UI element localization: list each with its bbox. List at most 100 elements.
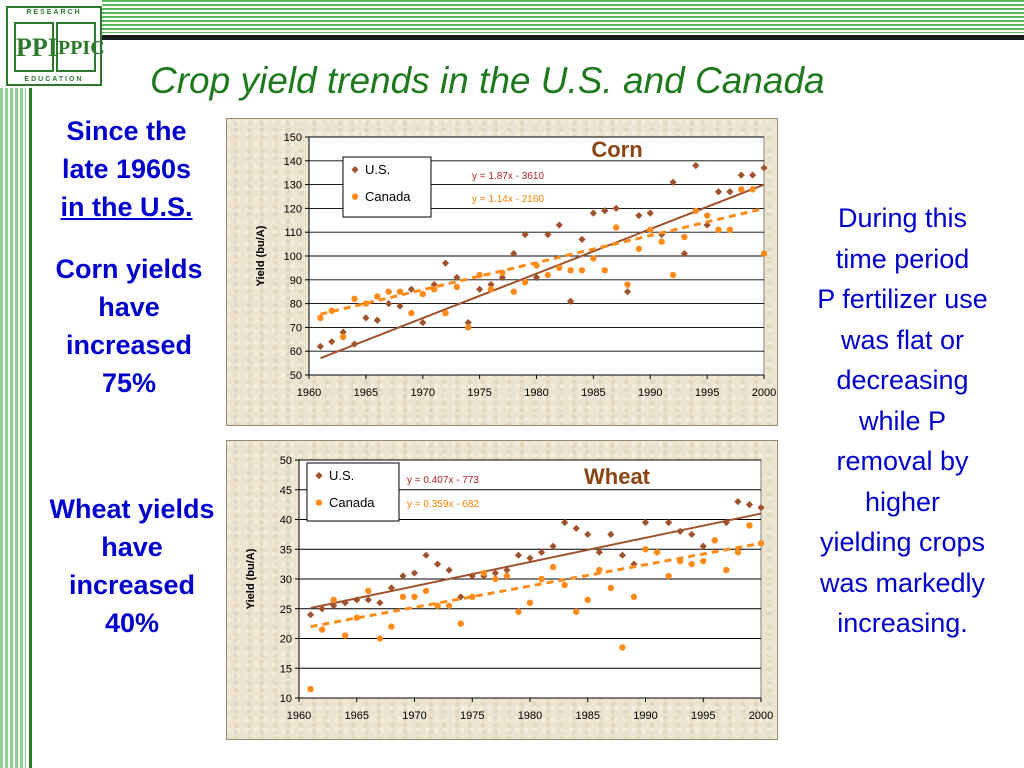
note-phosphorus: During this time period P fertilizer use… — [790, 198, 1015, 644]
data-point-canada — [376, 635, 384, 642]
data-point-canada — [411, 593, 418, 601]
data-point-canada — [647, 226, 654, 234]
x-tick-label: 1965 — [345, 710, 369, 722]
data-point-us — [561, 518, 569, 527]
data-point-us — [350, 340, 359, 348]
data-point-us — [680, 250, 688, 258]
data-point-canada — [351, 295, 358, 303]
data-point-canada — [723, 566, 730, 574]
data-point-us — [688, 530, 696, 538]
note-p-line: higher — [864, 486, 941, 517]
y-tick-label: 90 — [290, 275, 302, 287]
y-tick-label: 60 — [290, 346, 302, 358]
data-point-canada — [521, 278, 529, 286]
data-point-canada — [434, 602, 441, 609]
data-point-canada — [385, 288, 392, 295]
data-point-canada — [681, 233, 688, 241]
data-point-us — [555, 221, 563, 229]
logo: RESEARCH PPI PPIC EDUCATION — [6, 6, 105, 86]
legend-marker-us — [315, 472, 323, 480]
y-tick-label: 35 — [280, 544, 292, 556]
data-point-canada — [738, 186, 745, 193]
data-point-canada — [318, 626, 326, 633]
y-tick-label: 150 — [284, 132, 302, 144]
left-rule — [29, 88, 32, 768]
header-rule — [102, 35, 1024, 40]
data-point-canada — [749, 186, 756, 193]
data-point-canada — [630, 593, 638, 601]
y-tick-label: 20 — [280, 634, 292, 646]
data-point-us — [385, 300, 393, 308]
data-point-us — [316, 342, 324, 351]
data-point-canada — [734, 549, 742, 556]
data-point-canada — [561, 581, 568, 589]
data-point-canada — [726, 226, 734, 234]
data-point-canada — [590, 255, 597, 262]
data-point-canada — [307, 685, 314, 693]
data-point-canada — [503, 572, 511, 580]
note-wheat-line: 40% — [104, 608, 160, 638]
trend-equation: y = 0.407x - 773 — [407, 475, 479, 486]
data-point-canada — [760, 250, 768, 257]
data-point-canada — [688, 560, 695, 568]
data-point-canada — [607, 584, 615, 592]
x-tick-label: 1990 — [638, 387, 662, 399]
data-point-canada — [510, 288, 517, 295]
data-point-us — [487, 280, 495, 289]
note-p-line: increasing. — [837, 608, 968, 638]
note-wheat-line: increased — [68, 570, 196, 600]
legend — [342, 156, 432, 218]
data-point-us — [722, 518, 730, 527]
data-point-canada — [578, 267, 586, 274]
note-wheat-line: Wheat yields — [49, 494, 215, 524]
note-p-line: decreasing — [836, 365, 969, 395]
data-point-us — [703, 221, 711, 229]
data-point-us — [353, 596, 361, 604]
x-tick-label: 1985 — [576, 710, 600, 722]
data-point-us — [714, 188, 723, 196]
chart-title: Wheat — [584, 464, 651, 489]
corn-chart-svg: 50 60 70 80 90 100 110 120 130 140 150 1960 1965 1970… — [255, 132, 776, 399]
note-p-line: time period — [835, 243, 970, 274]
data-point-canada — [328, 307, 335, 314]
y-tick-label: 45 — [280, 485, 292, 497]
data-point-canada — [330, 596, 337, 604]
trend-line-us — [310, 512, 762, 609]
note-lead-line: late 1960s — [61, 154, 192, 184]
page-title: Crop yield trends in the U.S. and Canada — [150, 60, 825, 101]
header-stripes — [102, 0, 1024, 33]
x-tick-label: 1985 — [581, 387, 605, 399]
trend-equation: y = 1.87x - 3610 — [472, 171, 544, 182]
data-point-canada — [544, 271, 552, 279]
note-p-line: During this — [837, 203, 968, 233]
legend-marker-canada — [351, 193, 359, 200]
data-point-us — [476, 285, 484, 293]
data-point-canada — [457, 620, 464, 627]
y-tick-label: 50 — [280, 455, 292, 467]
note-p-line: was flat or — [840, 324, 965, 355]
legend-label: Canada — [365, 189, 411, 204]
data-point-canada — [374, 293, 381, 300]
y-tick-label: 140 — [284, 156, 302, 168]
data-point-canada — [422, 587, 430, 595]
data-point-canada — [342, 632, 349, 639]
data-point-canada — [453, 283, 461, 291]
data-point-us — [544, 230, 552, 239]
y-tick-label: 120 — [284, 203, 302, 215]
data-point-us — [396, 302, 404, 310]
data-point-us — [584, 530, 592, 538]
data-point-canada — [601, 267, 608, 274]
data-point-us — [607, 530, 615, 538]
data-point-canada — [556, 264, 563, 272]
data-point-us — [635, 211, 643, 220]
data-point-canada — [746, 522, 753, 529]
y-tick-label: 80 — [290, 299, 302, 311]
trend-equation: y = 0.359x - 682 — [407, 499, 479, 510]
legend-marker-us — [351, 166, 359, 174]
legend-label: U.S. — [329, 468, 354, 483]
note-corn-line: Corn yields — [55, 254, 203, 284]
data-point-canada — [408, 309, 415, 317]
x-tick-label: 1965 — [354, 387, 378, 399]
data-point-canada — [365, 587, 372, 595]
data-point-canada — [703, 212, 711, 219]
